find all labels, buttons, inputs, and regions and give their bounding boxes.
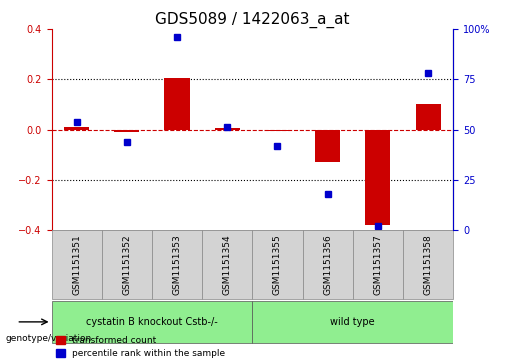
FancyBboxPatch shape [52, 301, 252, 343]
Text: GSM1151358: GSM1151358 [424, 234, 433, 295]
Bar [215, 128, 240, 130]
Legend: transformed count, percentile rank within the sample: transformed count, percentile rank withi… [56, 336, 226, 359]
Title: GDS5089 / 1422063_a_at: GDS5089 / 1422063_a_at [155, 12, 350, 28]
Text: GSM1151353: GSM1151353 [173, 234, 181, 295]
Text: genotype/variation: genotype/variation [5, 334, 91, 343]
FancyBboxPatch shape [303, 230, 353, 299]
Bar [265, 130, 290, 131]
FancyBboxPatch shape [252, 230, 303, 299]
FancyBboxPatch shape [202, 230, 252, 299]
FancyBboxPatch shape [102, 230, 152, 299]
Text: GSM1151355: GSM1151355 [273, 234, 282, 295]
Bar [315, 130, 340, 162]
Bar [164, 78, 190, 130]
Text: wild type: wild type [331, 317, 375, 327]
FancyBboxPatch shape [252, 301, 453, 343]
FancyBboxPatch shape [52, 230, 102, 299]
Bar [416, 105, 441, 130]
Text: GSM1151351: GSM1151351 [72, 234, 81, 295]
Text: cystatin B knockout Cstb-/-: cystatin B knockout Cstb-/- [86, 317, 218, 327]
Text: GSM1151352: GSM1151352 [123, 234, 131, 295]
FancyBboxPatch shape [353, 230, 403, 299]
FancyBboxPatch shape [403, 230, 453, 299]
Bar [365, 130, 390, 225]
Text: GSM1151357: GSM1151357 [373, 234, 382, 295]
Bar [114, 130, 140, 132]
Text: GSM1151354: GSM1151354 [223, 234, 232, 295]
FancyBboxPatch shape [152, 230, 202, 299]
Text: GSM1151356: GSM1151356 [323, 234, 332, 295]
Bar [64, 127, 89, 130]
